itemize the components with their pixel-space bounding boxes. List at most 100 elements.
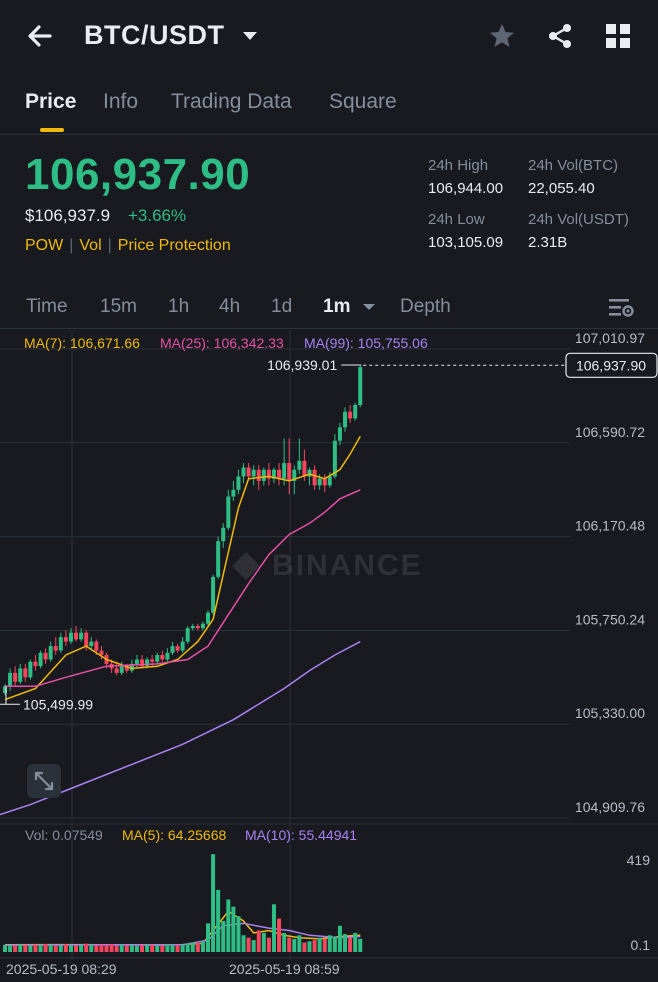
volume-bar bbox=[180, 944, 185, 952]
star-icon[interactable] bbox=[488, 22, 516, 50]
dropdown-caret-icon[interactable] bbox=[240, 28, 260, 44]
ma99-legend: MA(99): 105,755.06 bbox=[304, 335, 428, 351]
interval-1d[interactable]: 1d bbox=[271, 296, 293, 317]
candle bbox=[140, 659, 145, 667]
volume-bar bbox=[216, 889, 221, 952]
candle bbox=[287, 463, 292, 481]
high-value: 106,944.00 bbox=[428, 180, 504, 197]
candle bbox=[8, 672, 13, 687]
volume-bar bbox=[3, 944, 7, 952]
expand-icon[interactable] bbox=[27, 764, 61, 798]
volume-bar bbox=[28, 945, 33, 952]
volume-bar bbox=[145, 944, 150, 952]
volume-max-tick: 419 bbox=[627, 852, 651, 868]
candle bbox=[277, 469, 282, 479]
tag-vol[interactable]: Vol bbox=[79, 237, 102, 254]
high-label: 24h High bbox=[428, 157, 489, 174]
volume-bar bbox=[271, 904, 276, 952]
tag-price-protection[interactable]: Price Protection bbox=[117, 237, 231, 254]
candle bbox=[312, 469, 317, 486]
share-icon[interactable] bbox=[546, 22, 574, 50]
volume-bar bbox=[277, 918, 282, 952]
volume-bar bbox=[200, 941, 205, 952]
candle bbox=[322, 478, 327, 486]
volume-bar bbox=[256, 930, 261, 952]
candle bbox=[58, 637, 63, 651]
candle bbox=[28, 661, 33, 678]
volume-ma10-legend: MA(10): 55.44941 bbox=[245, 827, 357, 843]
interval-15m[interactable]: 15m bbox=[100, 296, 137, 317]
candle bbox=[3, 686, 7, 693]
volume-bar bbox=[150, 944, 155, 952]
ma99-line bbox=[0, 640, 361, 816]
candle bbox=[236, 476, 241, 490]
candle bbox=[43, 652, 48, 660]
watermark-text: BINANCE bbox=[272, 549, 423, 582]
y-tick-label: 105,750.24 bbox=[575, 611, 645, 627]
candle bbox=[211, 576, 216, 613]
top-bar: BTC/USDT bbox=[0, 0, 658, 72]
interval-4h[interactable]: 4h bbox=[219, 296, 241, 317]
candle bbox=[129, 663, 134, 671]
volume-bar bbox=[261, 932, 266, 952]
volume-bar bbox=[74, 945, 79, 952]
candle bbox=[13, 672, 18, 682]
interval-caret-icon[interactable] bbox=[362, 302, 376, 312]
candle bbox=[180, 641, 185, 651]
back-arrow-icon[interactable] bbox=[24, 20, 56, 52]
candle bbox=[221, 527, 226, 542]
volume-bar bbox=[48, 944, 53, 952]
tab-bar: Price Info Trading Data Square bbox=[0, 88, 658, 135]
interval-depth[interactable]: Depth bbox=[400, 296, 451, 317]
candle bbox=[99, 650, 104, 656]
candle bbox=[292, 469, 297, 481]
low-value: 103,105.09 bbox=[428, 234, 504, 251]
candle bbox=[94, 641, 99, 651]
volume-bar bbox=[99, 944, 104, 952]
candle bbox=[266, 469, 271, 479]
volume-bar bbox=[231, 906, 236, 952]
tab-info[interactable]: Info bbox=[103, 90, 139, 113]
vol-btc-label: 24h Vol(BTC) bbox=[528, 157, 619, 174]
tag-separator: | bbox=[69, 237, 74, 254]
chart-settings-icon[interactable] bbox=[608, 296, 634, 320]
volume-bar bbox=[104, 945, 109, 952]
candle bbox=[195, 625, 200, 629]
interval-1m[interactable]: 1m bbox=[323, 296, 351, 317]
volume-bar bbox=[140, 945, 145, 952]
candle bbox=[297, 460, 302, 470]
volume-bar bbox=[170, 944, 175, 952]
volume-bar bbox=[226, 899, 231, 952]
grid-menu-icon[interactable] bbox=[604, 22, 632, 50]
candle bbox=[343, 411, 348, 428]
tab-trading-data[interactable]: Trading Data bbox=[171, 90, 292, 113]
tag-pow[interactable]: POW bbox=[25, 237, 64, 254]
candle bbox=[348, 411, 353, 419]
vol-btc-value: 22,055.40 bbox=[528, 180, 595, 197]
volume-bar bbox=[221, 920, 226, 952]
candle bbox=[145, 659, 150, 667]
candle bbox=[337, 427, 342, 441]
candle bbox=[48, 646, 53, 660]
volume-bar bbox=[251, 940, 256, 952]
price-chart[interactable]: BINANCE 107,010.97106,590.72106,170.4810… bbox=[0, 330, 658, 982]
interval-1h[interactable]: 1h bbox=[168, 296, 190, 317]
interval-time[interactable]: Time bbox=[26, 296, 68, 317]
candle bbox=[256, 469, 261, 481]
tab-square[interactable]: Square bbox=[329, 90, 397, 113]
volume-bar bbox=[297, 935, 302, 952]
volume-bar bbox=[175, 945, 180, 952]
candle bbox=[332, 440, 337, 477]
volume-bar bbox=[337, 925, 342, 952]
tab-price[interactable]: Price bbox=[25, 90, 77, 113]
candle bbox=[241, 467, 246, 477]
volume-bar bbox=[322, 938, 327, 952]
y-tick-label: 107,010.97 bbox=[575, 330, 645, 346]
volume-bar bbox=[124, 945, 129, 952]
pair-title[interactable]: BTC/USDT bbox=[84, 20, 225, 50]
volume-bar bbox=[8, 945, 13, 952]
volume-bar bbox=[358, 938, 363, 952]
volume-min-tick: 0.1 bbox=[631, 937, 651, 953]
candle bbox=[33, 661, 38, 667]
candle bbox=[53, 646, 58, 651]
